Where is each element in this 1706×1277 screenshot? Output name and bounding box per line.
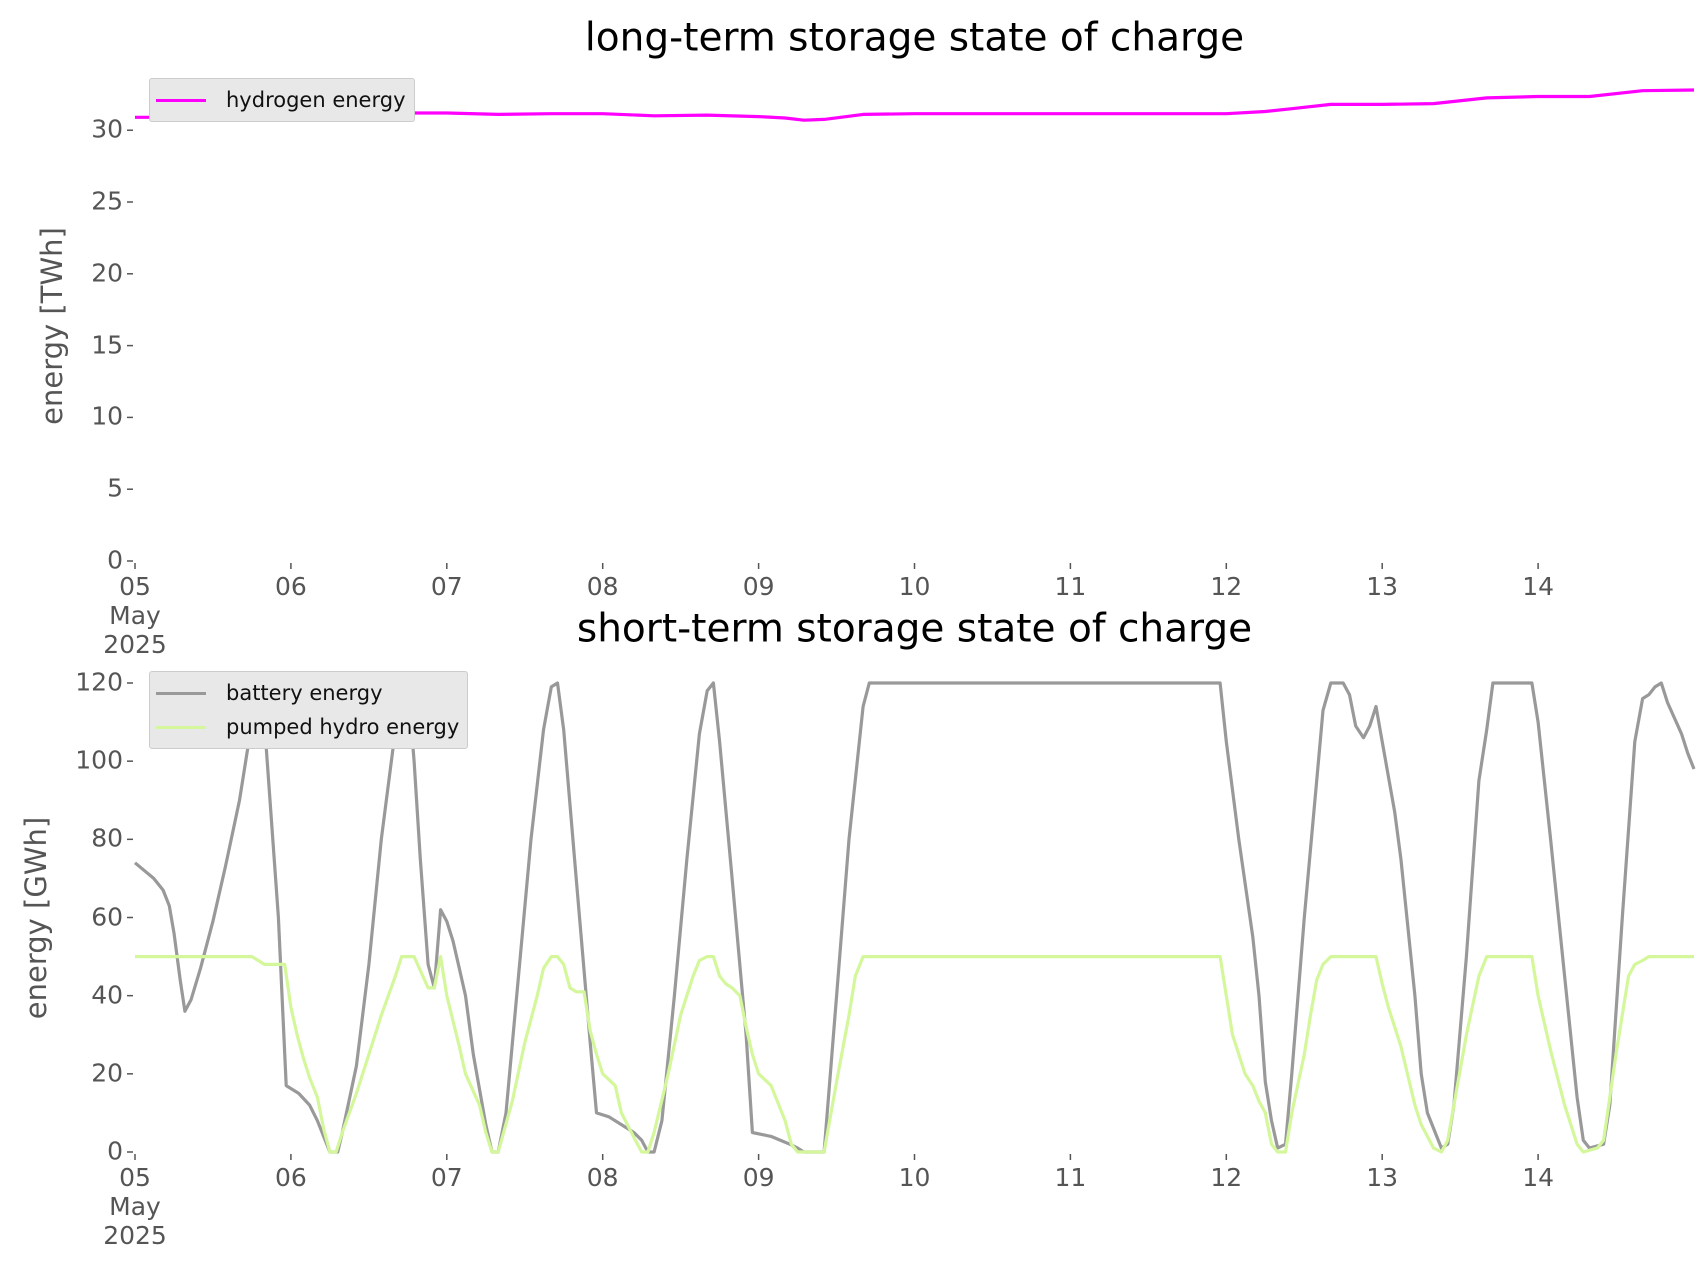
x-tick-label: 11	[1054, 1163, 1087, 1192]
x-tick-label: 06	[274, 572, 307, 601]
x-tick-label: 07	[430, 1163, 463, 1192]
x-tick-label: 09	[742, 1163, 775, 1192]
legend-swatch	[156, 725, 206, 729]
x-tick-label: 10	[898, 572, 931, 601]
x-tick-label: 11	[1054, 572, 1087, 601]
legend-entry: battery energy	[156, 676, 459, 710]
y-tick-label: 10	[91, 402, 123, 432]
x-tick-label: 14	[1522, 572, 1554, 601]
x-tick-label: 13	[1366, 572, 1399, 601]
chart-title: short-term storage state of charge	[576, 606, 1253, 652]
x-tick-label: 09	[742, 572, 775, 601]
legend-swatch	[156, 691, 206, 695]
legend: hydrogen energy	[149, 78, 415, 122]
x-tick-label: 12	[1210, 1163, 1243, 1192]
legend-label: battery energy	[226, 681, 383, 705]
x-tick-label: 06	[274, 1163, 307, 1192]
legend-entry: hydrogen energy	[156, 83, 406, 117]
x-tick-label: 14	[1522, 1163, 1554, 1192]
y-tick-label: 100	[75, 745, 123, 775]
y-tick-label: 25	[91, 186, 123, 216]
legend-swatch	[156, 98, 206, 102]
y-tick-label: 30	[91, 114, 123, 144]
x-tick-label: 05 May 2025	[103, 1163, 167, 1250]
y-tick-label: 120	[75, 667, 123, 697]
legend-entry: pumped hydro energy	[156, 710, 459, 744]
series-line	[135, 955, 1694, 1154]
y-tick-label: 5	[107, 473, 123, 503]
y-tick-label: 40	[91, 980, 123, 1010]
x-tick-label: 07	[430, 572, 463, 601]
y-axis-label: energy [TWh]	[35, 226, 69, 425]
legend: battery energy pumped hydro energy	[149, 671, 469, 749]
x-tick-label: 13	[1366, 1163, 1399, 1192]
x-tick-label: 05 May 2025	[103, 572, 167, 659]
y-axis-label: energy [GWh]	[19, 816, 53, 1019]
y-tick-label: 0	[107, 545, 123, 575]
y-tick-label: 0	[107, 1136, 123, 1166]
series-line	[133, 681, 1696, 1154]
x-tick-label: 08	[586, 1163, 619, 1192]
y-tick-label: 15	[91, 330, 123, 360]
y-tick-label: 60	[91, 902, 123, 932]
y-tick-label: 20	[91, 1058, 123, 1088]
y-tick-label: 80	[91, 823, 123, 853]
legend-label: pumped hydro energy	[226, 715, 460, 739]
y-tick-label: 20	[91, 258, 123, 288]
x-tick-label: 08	[586, 572, 619, 601]
legend-label: hydrogen energy	[226, 88, 406, 112]
x-tick-label: 12	[1210, 572, 1243, 601]
x-tick-label: 10	[898, 1163, 931, 1192]
chart-title: long-term storage state of charge	[584, 15, 1245, 61]
